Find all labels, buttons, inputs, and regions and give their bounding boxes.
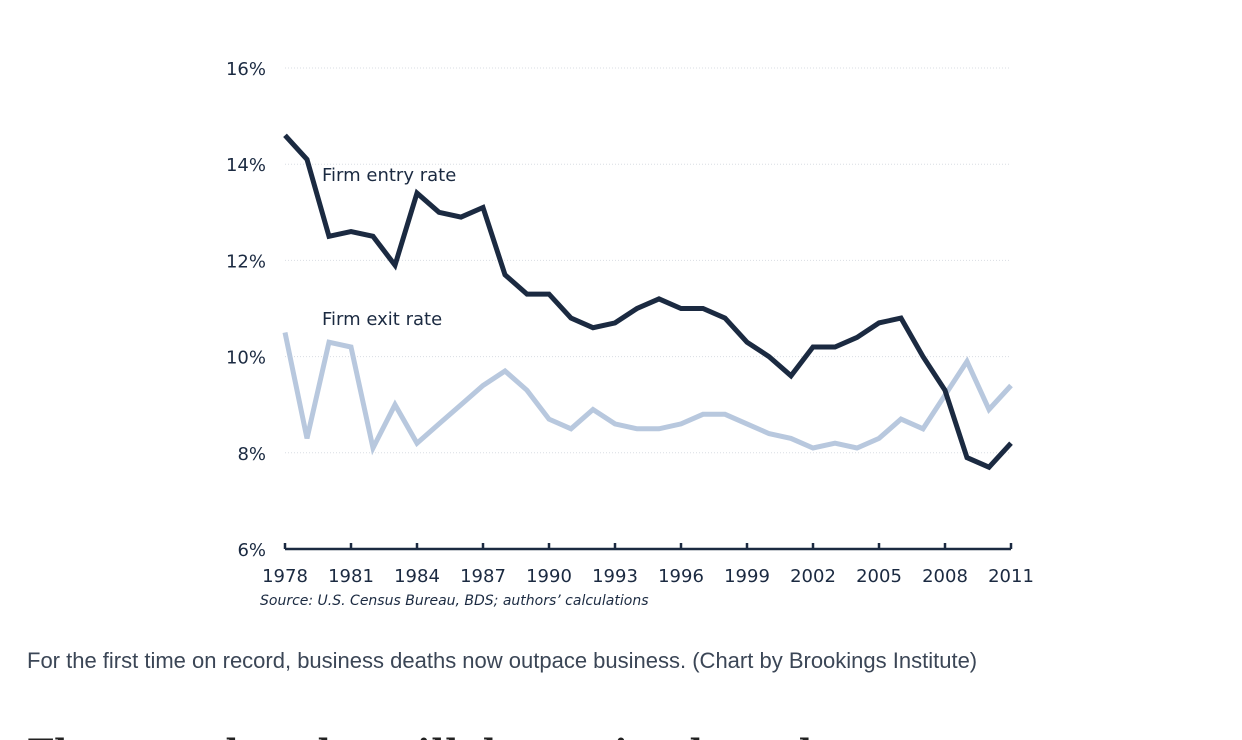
gridlines: [285, 67, 1011, 454]
series-lines: [282, 133, 1013, 471]
chart-source-note: Source: U.S. Census Bureau, BDS; authors…: [260, 593, 649, 609]
x-tick-label: 1987: [460, 566, 506, 587]
entry-rate-label: Firm entry rate: [322, 165, 456, 186]
x-tick-label: 1996: [658, 566, 704, 587]
next-section-heading-text: The next decades will determine how the …: [28, 732, 928, 740]
x-tick-label: 1990: [526, 566, 572, 587]
x-tick-label: 1981: [328, 566, 374, 587]
y-tick-label: 10%: [226, 348, 266, 369]
y-axis-tick-labels: 6% 8% 10% 12% 14% 16%: [226, 59, 266, 561]
y-tick-label: 8%: [237, 444, 266, 465]
exit-rate-line: [282, 331, 1013, 456]
y-tick-label: 14%: [226, 155, 266, 176]
entry-rate-line: [283, 133, 1013, 471]
x-tick-label: 1978: [262, 566, 308, 587]
series-labels: Firm entry rate Firm exit rate: [322, 165, 456, 330]
y-tick-label: 6%: [237, 540, 266, 561]
x-tick-label: 2008: [922, 566, 968, 587]
x-tick-label: 2002: [790, 566, 836, 587]
x-tick-label: 1993: [592, 566, 638, 587]
x-tick-label: 2005: [856, 566, 902, 587]
y-tick-label: 12%: [226, 251, 266, 272]
x-tick-label: 1984: [394, 566, 440, 587]
x-tick-label: 1999: [724, 566, 770, 587]
next-section-heading-cut: The next decades will determine how the …: [28, 718, 928, 740]
y-tick-label: 16%: [226, 59, 266, 80]
exit-rate-label: Firm exit rate: [322, 309, 442, 330]
x-tick-label: 2011: [988, 566, 1034, 587]
figure-caption: For the first time on record, business d…: [27, 648, 978, 673]
x-axis: 1978 1981 1984 1987 1990 1993 1996 1999 2002 2005…: [262, 543, 1034, 587]
line-chart: 6% 8% 10% 12% 14% 16% 1978 1981 1984 1987 1990 199…: [226, 59, 1034, 609]
